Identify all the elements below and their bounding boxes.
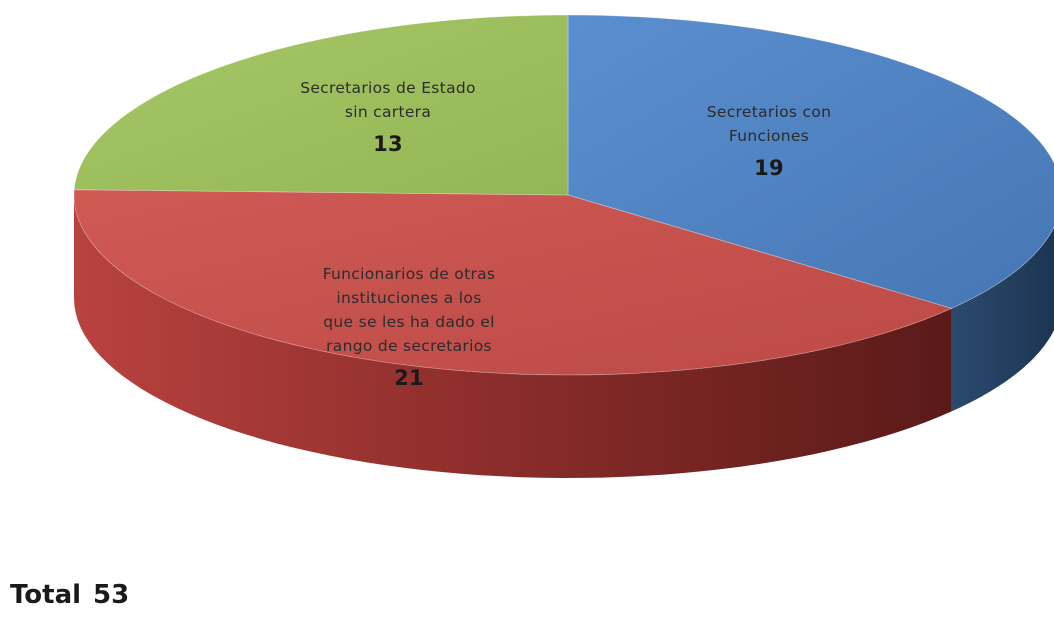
- slice-name-line: Funciones: [728, 127, 810, 146]
- total-text: Total: [10, 580, 82, 610]
- slice-value: 21: [394, 366, 424, 391]
- slice-name-line: sin cartera: [344, 103, 432, 122]
- slice-name-line: rango de secretarios: [326, 337, 492, 356]
- total-label: Total 53: [10, 580, 129, 610]
- slice-secretarios-funciones: [567, 14, 1054, 309]
- slice-label-secretarios-funciones: Secretarios con Funciones 19: [707, 100, 832, 185]
- slice-name-line: Funcionarios de otras: [322, 265, 496, 283]
- slice-label-secretarios-estado: Secretarios de Estado sin cartera 13: [300, 76, 476, 161]
- slice-name-line: Secretarios de Estado: [300, 79, 476, 97]
- slice-name-line: que se les ha dado el: [323, 313, 495, 332]
- slice-label-funcionarios: Funcionarios de otras instituciones a lo…: [323, 262, 496, 395]
- slice-funcionarios-side: [74, 195, 952, 478]
- slice-name-line: Secretarios con: [706, 103, 832, 121]
- slice-secretarios-funciones-side: [951, 227, 1054, 412]
- slice-funcionarios: [73, 189, 953, 376]
- slice-secretarios-estado: [73, 14, 569, 196]
- slice-name-line: instituciones a los: [336, 289, 482, 308]
- total-value: 53: [93, 580, 130, 610]
- slice-value: 13: [373, 132, 403, 157]
- slice-value: 19: [754, 156, 784, 181]
